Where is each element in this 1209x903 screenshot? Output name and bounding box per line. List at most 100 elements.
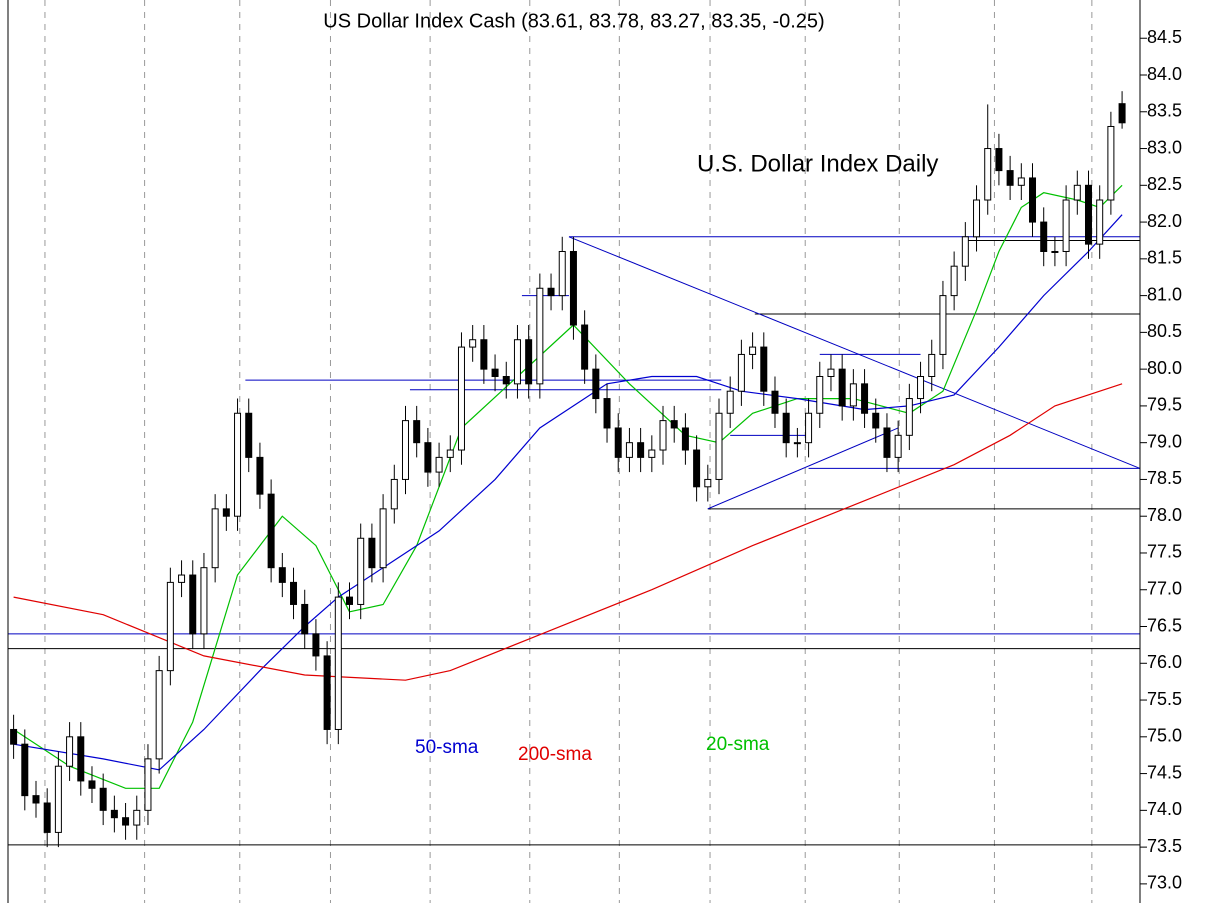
candle-body [357, 537, 365, 605]
candle-body [894, 434, 902, 458]
candle-body [502, 375, 510, 385]
candle-body [1017, 177, 1025, 186]
candle-body [939, 295, 947, 355]
candle-body [211, 508, 219, 569]
candle-body [10, 728, 18, 745]
y-tick-label: 83.5 [1147, 101, 1182, 121]
candle-body [480, 339, 488, 370]
candle-body [614, 427, 622, 458]
candle-body [77, 736, 85, 782]
candle-body [144, 758, 152, 811]
candle-body [648, 449, 656, 458]
annotation: U.S. Dollar Index Daily [697, 150, 938, 177]
candle-body [334, 596, 342, 730]
candle-body [457, 346, 465, 451]
candle-body [928, 353, 936, 377]
chart-title: US Dollar Index Cash (83.61, 83.78, 83.2… [323, 10, 824, 32]
candle-body [715, 412, 723, 480]
candle-body [234, 412, 242, 517]
y-tick-label: 77.0 [1147, 578, 1182, 598]
y-tick-label: 78.0 [1147, 505, 1182, 525]
moving-averages [13, 184, 1123, 789]
trend-line [568, 236, 1141, 469]
candle-body [301, 603, 309, 635]
y-tick-label: 74.5 [1147, 762, 1182, 782]
candle-body [603, 398, 611, 429]
sma-line [13, 184, 1123, 789]
candle-body [569, 250, 577, 326]
candle-body [424, 442, 432, 473]
candle-body [155, 670, 163, 760]
candle-body [278, 567, 286, 583]
candle-body [973, 199, 981, 238]
candle-body [469, 339, 477, 348]
candle-body [659, 420, 667, 451]
candle-body [290, 581, 298, 605]
candle-body [536, 287, 544, 385]
y-tick-label: 76.5 [1147, 615, 1182, 635]
candle-body [1118, 103, 1126, 124]
y-tick-label: 81.0 [1147, 284, 1182, 304]
candle-body [693, 449, 701, 488]
y-tick-label: 82.0 [1147, 211, 1182, 231]
candle-body [312, 633, 320, 657]
candle-body [861, 383, 869, 414]
candle-body [771, 390, 779, 414]
candle-body [88, 780, 96, 789]
candle-body [178, 574, 186, 583]
candle-body [1096, 199, 1104, 245]
candle-body [368, 537, 376, 569]
y-tick-label: 77.5 [1147, 542, 1182, 562]
y-tick-label: 84.5 [1147, 27, 1182, 47]
candle-body [558, 250, 566, 297]
candle-body [581, 324, 589, 370]
candle-body [592, 368, 600, 400]
candle-body [32, 795, 40, 804]
sma-line [13, 214, 1123, 771]
y-tick-label: 75.5 [1147, 689, 1182, 709]
candle-body [21, 743, 29, 797]
candle-body [547, 287, 555, 297]
candle-body [961, 236, 969, 267]
y-tick-label: 80.0 [1147, 358, 1182, 378]
legend-label: 200-sma [518, 744, 592, 765]
candle-body [435, 456, 443, 473]
candle-body [1062, 199, 1070, 252]
candle-body [805, 412, 813, 444]
candle-body [323, 655, 331, 730]
candle-body [491, 368, 499, 377]
candle-body [760, 346, 768, 392]
y-tick-label: 83.0 [1147, 137, 1182, 157]
candle-body [950, 265, 958, 297]
candle-body [737, 353, 745, 392]
candle-body [267, 493, 275, 569]
candle-body [122, 817, 130, 826]
sma-line [13, 383, 1123, 681]
candle-body [637, 442, 645, 458]
candle-body [793, 442, 801, 445]
trend-line [707, 427, 899, 510]
y-axis: 73.0 73.5 74.0 74.5 75.0 75.5 76.0 76.5 77.0 77.5… [1140, 27, 1182, 893]
y-tick-label: 74.0 [1147, 799, 1182, 819]
candle-body [749, 346, 757, 355]
y-tick-label: 81.5 [1147, 248, 1182, 268]
candle-body [390, 478, 398, 510]
y-tick-label: 76.0 [1147, 652, 1182, 672]
candle-body [1073, 184, 1081, 201]
candle-body [905, 398, 913, 436]
y-tick-label: 78.5 [1147, 468, 1182, 488]
candle-body [110, 809, 118, 819]
candle-body [1006, 170, 1014, 186]
candle-body [1084, 184, 1092, 245]
candle-body [872, 412, 880, 429]
candle-body [1040, 221, 1048, 252]
legend-label: 20-sma [706, 734, 770, 755]
candle-body [256, 456, 264, 495]
y-tick-label: 73.5 [1147, 836, 1182, 856]
candle-body [984, 148, 992, 201]
y-tick-label: 80.5 [1147, 321, 1182, 341]
candle-body [401, 420, 409, 480]
candle-body [99, 787, 107, 811]
